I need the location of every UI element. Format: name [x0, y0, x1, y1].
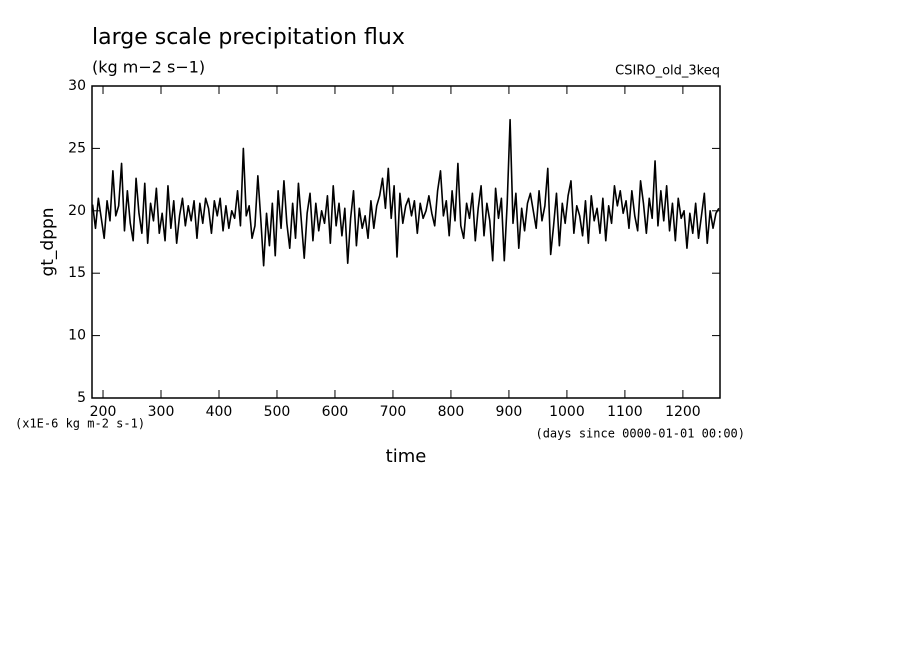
plot-frame: [91, 85, 721, 399]
x-tick-label: 800: [438, 404, 465, 420]
chart-title: large scale precipitation flux: [92, 25, 405, 50]
chart-subtitle: (kg m−2 s−1): [92, 58, 205, 77]
y-units-note: (x1E-6 kg m-2 s-1): [15, 417, 145, 431]
x-tick-label: 900: [496, 404, 523, 420]
x-tick-label: 300: [148, 404, 175, 420]
y-tick-label: 30: [68, 78, 86, 94]
x-tick-label: 1000: [549, 404, 585, 420]
x-axis-label: time: [386, 446, 427, 467]
data-line: [91, 118, 720, 267]
y-tick-label: 5: [77, 390, 86, 406]
x-tick-label: 700: [380, 404, 407, 420]
x-tick-label: 400: [206, 404, 233, 420]
y-axis-label: gt_dppn: [38, 207, 58, 276]
y-tick-label: 15: [68, 265, 86, 281]
source-label: CSIRO_old_3keq: [615, 64, 720, 79]
y-tick-label: 25: [68, 140, 86, 156]
x-tick-label: 500: [264, 404, 291, 420]
x-tick-label: 1200: [665, 404, 701, 420]
x-tick-label: 200: [90, 404, 117, 420]
y-tick-label: 20: [68, 203, 86, 219]
y-tick-label: 10: [68, 328, 86, 344]
x-tick-label: 1100: [607, 404, 643, 420]
x-units-note: (days since 0000-01-01 00:00): [535, 427, 745, 441]
x-tick-label: 600: [322, 404, 349, 420]
